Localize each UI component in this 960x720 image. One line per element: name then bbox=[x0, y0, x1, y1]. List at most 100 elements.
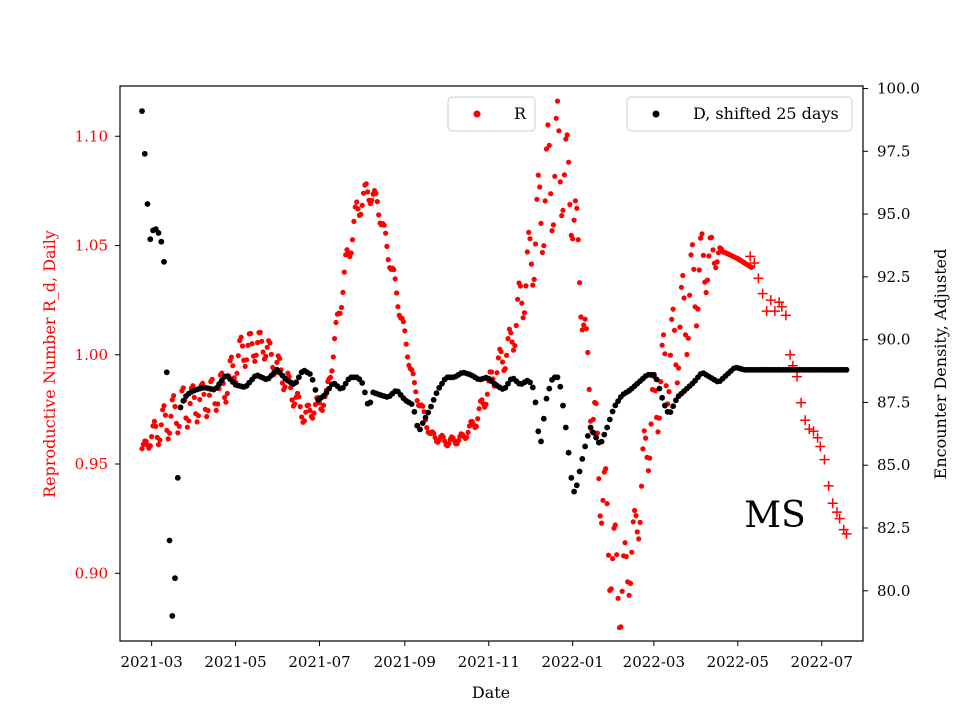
d-point bbox=[673, 397, 679, 404]
r-point bbox=[710, 247, 716, 253]
r-point bbox=[191, 394, 197, 400]
r-point bbox=[572, 198, 579, 204]
d-point bbox=[667, 409, 674, 415]
left-tick-label: 1.10 bbox=[75, 127, 108, 145]
r-point bbox=[548, 191, 554, 197]
left-tick-label: 1.00 bbox=[75, 346, 108, 364]
d-point bbox=[340, 384, 346, 391]
r-point bbox=[543, 146, 550, 152]
d-point bbox=[659, 394, 665, 401]
r-point bbox=[466, 423, 473, 429]
r-point bbox=[704, 277, 711, 283]
r-point bbox=[403, 341, 409, 347]
r-point bbox=[566, 159, 572, 165]
r-point bbox=[515, 296, 521, 302]
r-point bbox=[671, 327, 678, 333]
right-tick-label: 90.0 bbox=[877, 331, 910, 349]
r-point bbox=[526, 229, 532, 235]
r-point bbox=[658, 379, 664, 385]
r-point bbox=[374, 199, 380, 205]
r-point bbox=[289, 397, 295, 403]
r-point bbox=[153, 423, 159, 429]
r-point bbox=[645, 468, 652, 474]
r-point bbox=[149, 434, 155, 440]
d-point bbox=[158, 238, 165, 245]
r-point bbox=[608, 586, 614, 592]
r-point bbox=[186, 418, 192, 424]
r-point bbox=[603, 466, 609, 472]
r-point bbox=[465, 429, 471, 435]
r-point bbox=[310, 415, 316, 421]
r-point bbox=[264, 344, 270, 350]
d-point bbox=[163, 369, 170, 376]
r-point bbox=[502, 366, 508, 372]
r-point bbox=[446, 441, 452, 447]
r-point bbox=[557, 179, 563, 185]
r-point bbox=[676, 365, 682, 371]
d-point bbox=[367, 399, 374, 406]
r-point bbox=[656, 415, 663, 421]
r-point bbox=[252, 358, 258, 364]
r-point bbox=[521, 310, 528, 316]
r-point bbox=[168, 413, 174, 419]
r-projected-point bbox=[745, 251, 756, 262]
r-point bbox=[161, 403, 167, 409]
r-point bbox=[700, 252, 707, 258]
legend-d-marker bbox=[652, 110, 660, 118]
right-y-axis-label: Encounter Density, Adjusted bbox=[931, 249, 950, 480]
r-projected-point bbox=[749, 258, 760, 268]
r-point bbox=[499, 359, 506, 365]
r-point bbox=[333, 319, 339, 326]
r-point bbox=[659, 342, 665, 348]
x-tick-label: 2021-11 bbox=[458, 653, 520, 671]
r-point bbox=[257, 329, 263, 335]
r-point bbox=[473, 423, 479, 429]
r-point bbox=[685, 335, 691, 341]
r-point bbox=[235, 353, 241, 359]
r-point bbox=[223, 399, 229, 405]
r-point bbox=[248, 330, 254, 337]
r-point bbox=[519, 300, 525, 306]
r-point bbox=[513, 322, 519, 329]
d-point bbox=[166, 537, 173, 544]
r-point bbox=[531, 276, 537, 282]
d-point bbox=[612, 402, 619, 409]
r-point bbox=[612, 522, 618, 528]
d-point bbox=[598, 438, 605, 445]
d-point bbox=[584, 433, 591, 439]
r-point bbox=[538, 220, 544, 226]
r-point bbox=[703, 289, 709, 296]
right-tick-label: 85.0 bbox=[877, 456, 910, 474]
r-point bbox=[495, 355, 501, 361]
r-point bbox=[239, 343, 246, 349]
r-projected-point bbox=[776, 301, 787, 312]
r-point bbox=[279, 380, 285, 386]
r-point bbox=[669, 316, 675, 322]
r-point bbox=[629, 549, 635, 555]
d-point bbox=[562, 424, 569, 431]
r-point bbox=[244, 357, 250, 363]
r-point bbox=[160, 407, 166, 413]
d-point bbox=[576, 468, 583, 475]
r-point bbox=[224, 390, 230, 397]
r-point bbox=[166, 430, 173, 436]
r-point bbox=[157, 437, 163, 443]
r-point bbox=[563, 136, 569, 142]
d-point bbox=[169, 613, 176, 619]
x-tick-label: 2021-03 bbox=[120, 653, 182, 671]
r-point bbox=[532, 241, 539, 247]
r-point bbox=[535, 172, 541, 178]
r-point bbox=[263, 353, 269, 359]
r-point bbox=[636, 536, 642, 542]
r-point bbox=[630, 519, 636, 525]
state-annotation: MS bbox=[744, 495, 806, 536]
r-point bbox=[332, 336, 338, 342]
d-point bbox=[439, 380, 445, 387]
r-point bbox=[663, 383, 669, 389]
r-point bbox=[330, 354, 336, 360]
left-tick-label: 0.90 bbox=[75, 564, 108, 582]
r-point bbox=[329, 368, 335, 374]
r-point bbox=[424, 425, 430, 431]
d-point bbox=[161, 258, 167, 265]
r-projected-point bbox=[785, 349, 796, 360]
